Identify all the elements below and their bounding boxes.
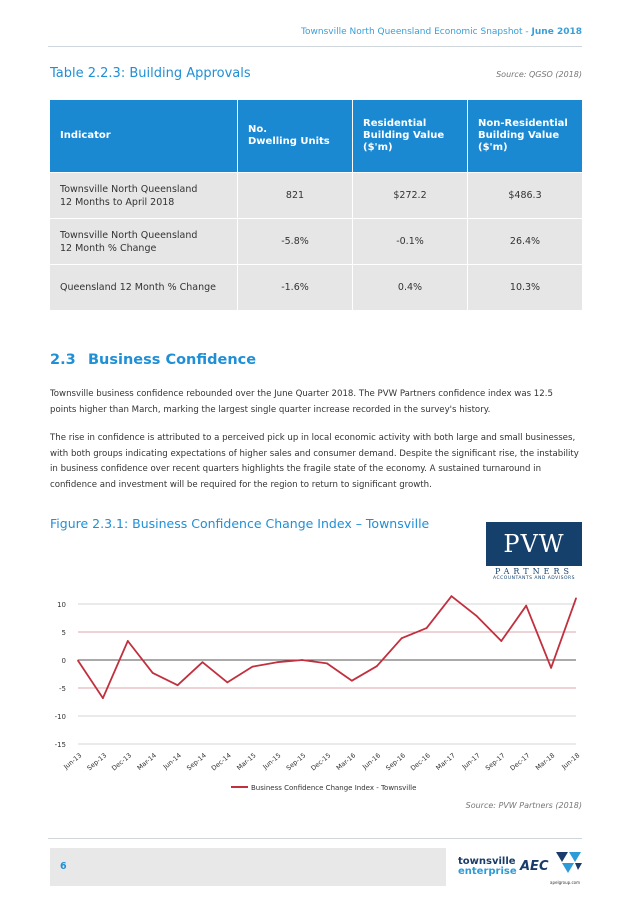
row-non-residential: $486.3	[467, 172, 582, 219]
paragraph: Townsville business confidence rebounded…	[50, 389, 553, 415]
y-tick-label: 0	[62, 657, 66, 665]
data-point	[475, 614, 478, 617]
column-header: Indicator	[50, 100, 238, 173]
x-tick-label: Jun-13	[61, 751, 83, 771]
legend-label: Business Confidence Change Index - Towns…	[251, 784, 416, 792]
data-point	[326, 662, 328, 665]
x-tick-label: Mar-18	[534, 751, 556, 772]
x-tick-label: Sep-14	[185, 751, 208, 772]
table-row: Queensland 12 Month % Change -1.6% 0.4% …	[50, 264, 582, 310]
data-point	[525, 604, 528, 607]
data-point	[126, 640, 129, 642]
table-header-row: Indicator No. Dwelling Units Residential B…	[50, 100, 582, 173]
row-non-residential: 26.4%	[467, 218, 582, 265]
row-indicator: Queensland 12 Month % Change	[50, 264, 238, 310]
data-point	[425, 627, 428, 629]
pvw-logo-sub: ACCOUNTANTS AND ADVISORS	[493, 576, 575, 581]
x-tick-label: Dec-14	[210, 751, 233, 772]
x-tick-label: Jun-18	[559, 751, 581, 771]
row-indicator: Townsville North Queensland 12 Month % Ch…	[50, 218, 238, 265]
data-point	[77, 659, 79, 662]
data-point	[201, 661, 204, 664]
y-tick-label: 10	[57, 601, 66, 609]
x-tick-label: Jun-15	[261, 751, 283, 771]
table-row: Townsville North Queensland 12 Months to …	[50, 172, 582, 219]
x-tick-label: Jun-16	[360, 751, 382, 771]
row-dwellings: 821	[237, 172, 353, 219]
x-tick-label: Mar-15	[235, 751, 257, 772]
row-indicator: Townsville North Queensland 12 Months to …	[50, 172, 238, 219]
data-point	[550, 666, 552, 669]
y-tick-label: 5	[62, 629, 66, 637]
x-tick-label: Sep-17	[484, 751, 507, 772]
data-point	[176, 684, 179, 687]
data-point	[251, 665, 254, 668]
section-title: Business Confidence	[88, 352, 257, 368]
x-tick-label: Dec-13	[110, 751, 133, 772]
row-dwellings: -5.8%	[237, 218, 353, 265]
header-title: Townsville North Queensland Economic Sna…	[301, 27, 532, 37]
row-residential: 0.4%	[352, 264, 468, 310]
y-tick-label: -10	[55, 713, 66, 721]
x-tick-label: Dec-17	[509, 751, 532, 772]
figure-source: Source: PVW Partners (2018)	[465, 801, 582, 810]
series-line	[77, 595, 577, 699]
data-point	[226, 681, 229, 684]
data-point	[301, 659, 303, 661]
figure-title: Figure 2.3.1: Business Confidence Change…	[50, 516, 430, 531]
pvw-logo-mark: PVW	[486, 522, 582, 566]
data-point	[375, 665, 378, 668]
row-dwellings: -1.6%	[237, 264, 353, 310]
y-tick-label: -5	[59, 685, 66, 693]
table-row: Townsville North Queensland 12 Month % Ch…	[50, 218, 582, 265]
x-tick-label: Mar-14	[136, 751, 158, 772]
logo-text-townsville: townsville	[458, 856, 516, 867]
column-header: Residential Building Value ($'m)	[352, 100, 468, 173]
x-tick-label: Jun-17	[460, 751, 482, 771]
report-header: Townsville North Queensland Economic Sna…	[301, 27, 582, 37]
data-point	[102, 697, 104, 699]
x-tick-label: Sep-13	[86, 751, 109, 772]
table-source: Source: QGSO (2018)	[496, 70, 582, 79]
header-divider	[48, 46, 582, 47]
column-header: No. Dwelling Units	[237, 100, 353, 173]
header-date: June 2018	[531, 27, 582, 37]
section-heading: 2.3 Business Confidence	[50, 352, 256, 368]
x-tick-label: Jun-14	[161, 751, 183, 771]
data-point	[575, 597, 577, 600]
x-tick-label: Mar-16	[335, 751, 357, 772]
row-non-residential: 10.3%	[467, 264, 582, 310]
column-header: Non-Residential Building Value ($'m)	[467, 100, 582, 173]
townsville-enterprise-logo: townsville enterprise	[458, 857, 517, 877]
aec-logo: AEC	[520, 859, 549, 874]
aec-triangle-icon	[556, 852, 582, 873]
y-tick-label: -15	[55, 741, 66, 749]
footer-divider	[48, 838, 582, 839]
data-point	[500, 640, 503, 642]
data-point	[276, 661, 279, 664]
x-tick-label: Mar-17	[434, 751, 456, 772]
x-tick-label: Dec-16	[409, 751, 432, 772]
x-tick-label: Sep-15	[285, 751, 308, 772]
data-point	[151, 671, 154, 674]
building-approvals-table: Indicator No. Dwelling Units Residential B…	[50, 100, 582, 310]
table-title: Table 2.2.3: Building Approvals	[50, 66, 251, 81]
aec-sub-text: apelgroup.com	[550, 880, 580, 885]
section-number: 2.3	[50, 352, 76, 368]
data-point	[351, 679, 353, 682]
pvw-logo-partners: PARTNERS	[495, 567, 573, 576]
data-point	[450, 595, 453, 598]
x-tick-label: Sep-16	[384, 751, 407, 772]
pvw-partners-logo: PVW PARTNERS ACCOUNTANTS AND ADVISORS	[486, 522, 582, 581]
x-tick-label: Dec-15	[309, 751, 332, 772]
row-residential: -0.1%	[352, 218, 468, 265]
page-number: 6	[60, 861, 67, 872]
paragraph: The rise in confidence is attributed to …	[50, 433, 579, 490]
row-residential: $272.2	[352, 172, 468, 219]
data-point	[400, 637, 403, 640]
logo-text-enterprise: enterprise	[458, 866, 517, 877]
footer-bar	[50, 848, 446, 886]
